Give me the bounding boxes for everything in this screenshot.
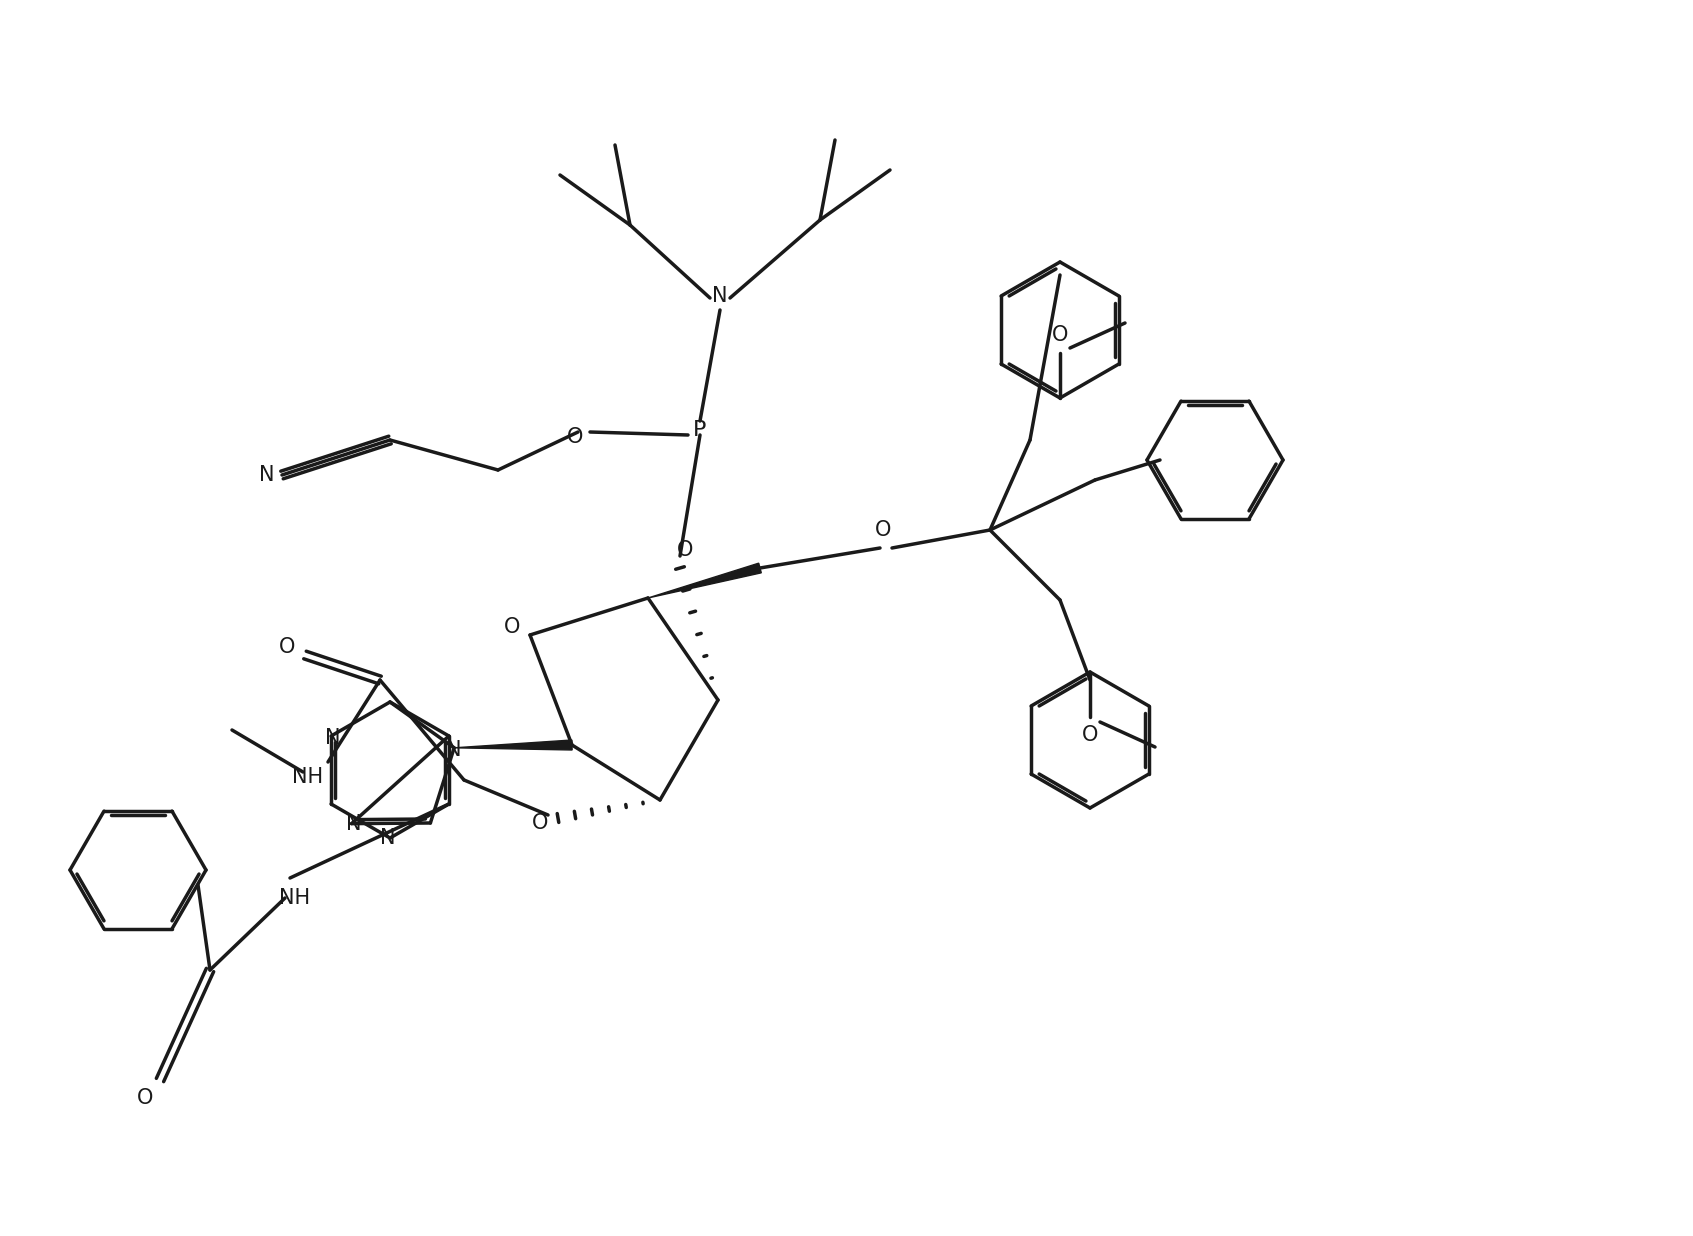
Text: N: N [713, 286, 728, 307]
Polygon shape [454, 740, 572, 750]
Text: O: O [1051, 325, 1068, 345]
Text: N: N [325, 728, 340, 748]
Text: N: N [381, 828, 396, 848]
Text: NH: NH [293, 768, 323, 787]
Text: O: O [677, 540, 692, 560]
Text: N: N [345, 813, 361, 833]
Text: O: O [875, 520, 891, 540]
Text: O: O [279, 637, 295, 658]
Text: NH: NH [279, 887, 310, 908]
Text: O: O [137, 1088, 152, 1107]
Text: P: P [694, 420, 706, 440]
Text: O: O [567, 426, 582, 447]
Text: N: N [447, 740, 462, 760]
Text: O: O [1082, 726, 1099, 745]
Polygon shape [648, 564, 762, 598]
Text: N: N [259, 465, 274, 485]
Text: O: O [505, 617, 520, 637]
Text: O: O [532, 813, 549, 833]
